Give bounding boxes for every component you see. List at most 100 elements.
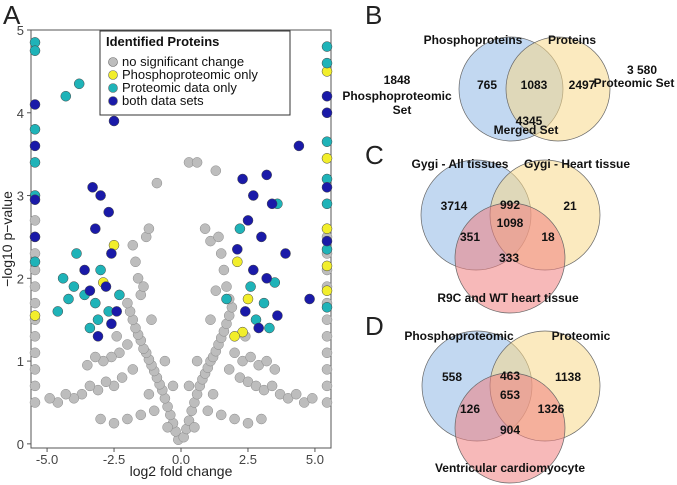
point-navy-27 — [29, 99, 41, 110]
point-cyan-29 — [321, 57, 333, 69]
point-gray-92 — [95, 413, 106, 425]
point-gray-131 — [321, 314, 333, 325]
point-gray-94 — [215, 409, 227, 421]
venn-d-left-right: 463 — [500, 369, 520, 383]
venn-c-only-left: 3714 — [441, 199, 468, 213]
point-cyan-18 — [245, 281, 256, 292]
point-gray-88 — [148, 405, 160, 417]
point-gray-95 — [229, 413, 240, 425]
venn-d-label-right: Proteomic — [552, 329, 611, 343]
venn-d-center: 653 — [500, 388, 520, 402]
point-cyan-7 — [95, 264, 106, 276]
panel-label-c: C — [365, 140, 384, 170]
point-gray-125 — [29, 215, 41, 226]
point-gray-72 — [266, 380, 278, 392]
venn-d-label-left: Phosphoproteomic — [404, 329, 514, 343]
venn-b-left-set-count: 1848 — [384, 73, 411, 87]
point-cyan-25 — [29, 157, 41, 168]
point-cyan-23 — [29, 45, 41, 56]
venn-b-left-count: 765 — [477, 78, 497, 92]
point-cyan-11 — [71, 248, 82, 259]
point-gray-121 — [29, 281, 41, 292]
point-gray-67 — [44, 393, 55, 404]
point-cyan-24 — [29, 124, 41, 135]
point-gray-39 — [229, 347, 240, 359]
point-gray-96 — [242, 417, 254, 429]
point-cyan-19 — [264, 322, 275, 334]
point-gray-93 — [202, 405, 214, 417]
point-navy-19 — [280, 248, 291, 259]
venn-d-only-bottom: 904 — [500, 423, 520, 437]
legend: Identified Proteins no significant chang… — [99, 30, 291, 116]
y-tick-label: 4 — [17, 106, 24, 121]
venn-d-label-bottom: Ventricular cardiomyocyte — [435, 461, 585, 475]
point-navy-10 — [92, 331, 104, 342]
point-yellow-9 — [321, 223, 333, 234]
point-navy-6 — [79, 264, 90, 276]
point-gray-107 — [183, 380, 195, 392]
legend-label-gray: no significant change — [122, 54, 244, 69]
panel-label-b: B — [365, 0, 382, 30]
point-gray-89 — [135, 409, 147, 421]
point-navy-25 — [272, 310, 283, 321]
point-cyan-12 — [63, 293, 74, 305]
point-navy-32 — [321, 107, 333, 119]
venn-b-right-set-name: Proteomic Set — [594, 76, 675, 90]
venn-c-label-right: Gygi - Heart tissue — [524, 157, 630, 171]
point-navy-1 — [87, 182, 98, 193]
point-cyan-2 — [57, 273, 69, 284]
point-cyan-10 — [84, 322, 96, 334]
point-gray-54 — [215, 248, 227, 259]
venn-c-only-right: 21 — [563, 199, 577, 213]
point-gray-77 — [307, 393, 318, 404]
point-gray-118 — [29, 331, 41, 342]
point-cyan-9 — [114, 289, 125, 301]
x-tick-label: -5.0 — [36, 452, 58, 467]
axis-ticks: -5.0 -2.5 0.0 2.5 5.0 0 1 2 3 4 5 — [17, 23, 324, 467]
point-navy-15 — [266, 198, 278, 210]
point-gray-110 — [146, 314, 157, 325]
point-gray-53 — [213, 231, 224, 243]
venn-c-left-bottom: 351 — [460, 230, 480, 244]
point-navy-34 — [321, 235, 333, 247]
point-gray-98 — [162, 422, 173, 433]
point-yellow-6 — [29, 310, 41, 321]
point-navy-4 — [90, 223, 101, 234]
venn-c-only-bottom: 333 — [499, 251, 519, 265]
point-navy-16 — [242, 215, 254, 226]
venn-b-merged-name: Merged Set — [494, 123, 559, 137]
point-navy-24 — [253, 322, 264, 334]
point-gray-112 — [138, 281, 149, 292]
point-gray-103 — [223, 364, 235, 375]
point-gray-113 — [210, 285, 222, 296]
venn-b-overlap-count: 1083 — [521, 78, 548, 92]
data-points — [29, 37, 333, 445]
point-cyan-34 — [321, 302, 333, 313]
venn-b-circle-proteins — [505, 36, 611, 142]
point-gray-60 — [100, 376, 112, 388]
point-navy-0 — [108, 115, 120, 127]
point-gray-51 — [199, 223, 211, 234]
point-navy-33 — [321, 182, 333, 193]
point-gray-130 — [321, 331, 333, 342]
point-yellow-3 — [242, 293, 254, 305]
point-gray-56 — [221, 281, 232, 292]
point-gray-127 — [321, 380, 333, 392]
venn-d-left-bottom: 126 — [460, 402, 480, 416]
point-navy-26 — [304, 293, 315, 305]
point-gray-62 — [84, 380, 96, 392]
point-cyan-6 — [90, 297, 101, 309]
legend-title: Identified Proteins — [106, 34, 219, 49]
point-cyan-0 — [73, 78, 85, 90]
point-gray-114 — [29, 397, 41, 408]
point-gray-65 — [60, 388, 72, 400]
point-navy-17 — [256, 231, 267, 243]
legend-box — [99, 30, 291, 116]
point-yellow-10 — [321, 260, 333, 272]
point-cyan-28 — [321, 41, 333, 52]
point-cyan-14 — [221, 293, 232, 305]
point-navy-14 — [248, 190, 259, 201]
point-navy-7 — [100, 281, 112, 292]
venn-b: B Phosphoproteins Proteins 765 1083 2497… — [342, 0, 675, 142]
